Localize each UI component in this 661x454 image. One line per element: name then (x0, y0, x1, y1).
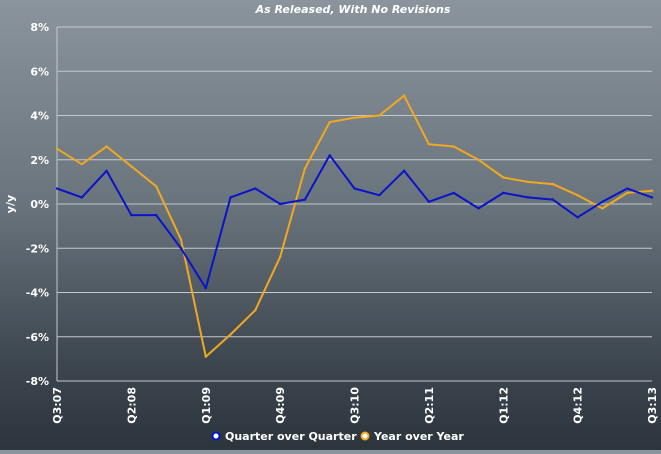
legend-marker (360, 431, 370, 441)
legend-label: Quarter over Quarter (225, 430, 357, 443)
data-point (80, 196, 83, 199)
x-tick-label: Q3:07 (51, 387, 64, 424)
data-point (626, 191, 629, 195)
y-tick-label: 4% (30, 110, 49, 123)
data-point (328, 154, 331, 157)
data-point (402, 169, 406, 173)
x-tick-label: Q2:11 (423, 387, 436, 424)
y-tick-label: -4% (26, 287, 49, 300)
y-tick-label: 8% (30, 21, 49, 34)
data-point (378, 193, 381, 197)
series-lines (55, 94, 654, 358)
data-point (278, 202, 282, 206)
y-axis-label: y/y (4, 195, 17, 213)
data-point (427, 143, 431, 146)
y-tick-label: -2% (26, 242, 49, 255)
series-line-0 (56, 154, 653, 290)
x-tick-label: Q3:13 (646, 387, 659, 424)
x-tick-label: Q1:09 (200, 387, 213, 424)
chart-title: As Released, With No Revisions (255, 3, 451, 16)
data-point (105, 145, 108, 148)
data-point (477, 158, 480, 161)
gridlines (56, 26, 652, 382)
data-point (179, 238, 183, 241)
legend-marker (211, 431, 221, 441)
data-point (402, 94, 406, 97)
data-point (328, 120, 331, 124)
data-point (55, 147, 59, 150)
data-point (154, 185, 158, 188)
data-point (353, 116, 356, 119)
y-tick-label: 2% (30, 154, 49, 167)
data-point (154, 213, 158, 217)
y-tick-label: 6% (30, 65, 49, 78)
data-point (254, 309, 257, 312)
series-line-1 (56, 94, 653, 358)
data-point (254, 187, 257, 190)
y-tick-label: -8% (26, 375, 49, 388)
data-point (502, 176, 505, 179)
data-point (130, 213, 133, 217)
data-point (105, 169, 108, 173)
data-point (130, 165, 133, 168)
data-point (576, 193, 579, 197)
x-tick-label: Q4:09 (274, 387, 287, 424)
data-point (55, 187, 59, 190)
data-point (303, 198, 307, 201)
y-axis-ticks: -8% -6% -4% -2% 0% 2% 4% 6% 8% (26, 21, 49, 388)
legend: Quarter over Quarter Year over Year (211, 430, 464, 443)
data-point (452, 145, 455, 148)
data-point (650, 196, 654, 199)
x-tick-label: Q3:10 (349, 387, 362, 424)
x-tick-label: Q2:08 (125, 387, 138, 424)
data-point (601, 200, 604, 203)
data-point (452, 191, 455, 195)
data-point (378, 114, 381, 117)
data-point (601, 207, 604, 210)
legend-label: Year over Year (373, 430, 464, 443)
x-tick-label: Q4:12 (572, 387, 585, 424)
data-point (502, 191, 505, 195)
data-point (427, 200, 431, 203)
data-point (626, 187, 629, 190)
data-point (278, 255, 282, 259)
data-point (526, 180, 530, 184)
x-axis-ticks: Q3:07 Q2:08 Q1:09 Q4:09 Q3:10 Q2:11 Q1:12 Q4:12… (51, 387, 659, 424)
data-point (353, 187, 356, 190)
data-point (179, 247, 183, 250)
data-point (576, 216, 579, 219)
data-point (229, 333, 232, 336)
data-point (551, 198, 555, 201)
x-tick-label: Q1:12 (497, 387, 510, 424)
data-point (477, 207, 480, 210)
data-point (204, 355, 207, 358)
data-point (650, 189, 654, 192)
data-point (303, 167, 307, 170)
y-tick-label: -6% (26, 331, 49, 344)
data-point (526, 196, 530, 199)
data-point (229, 196, 232, 199)
data-point (551, 182, 555, 186)
y-tick-label: 0% (30, 198, 49, 211)
data-point (80, 162, 83, 166)
data-point (204, 286, 207, 290)
